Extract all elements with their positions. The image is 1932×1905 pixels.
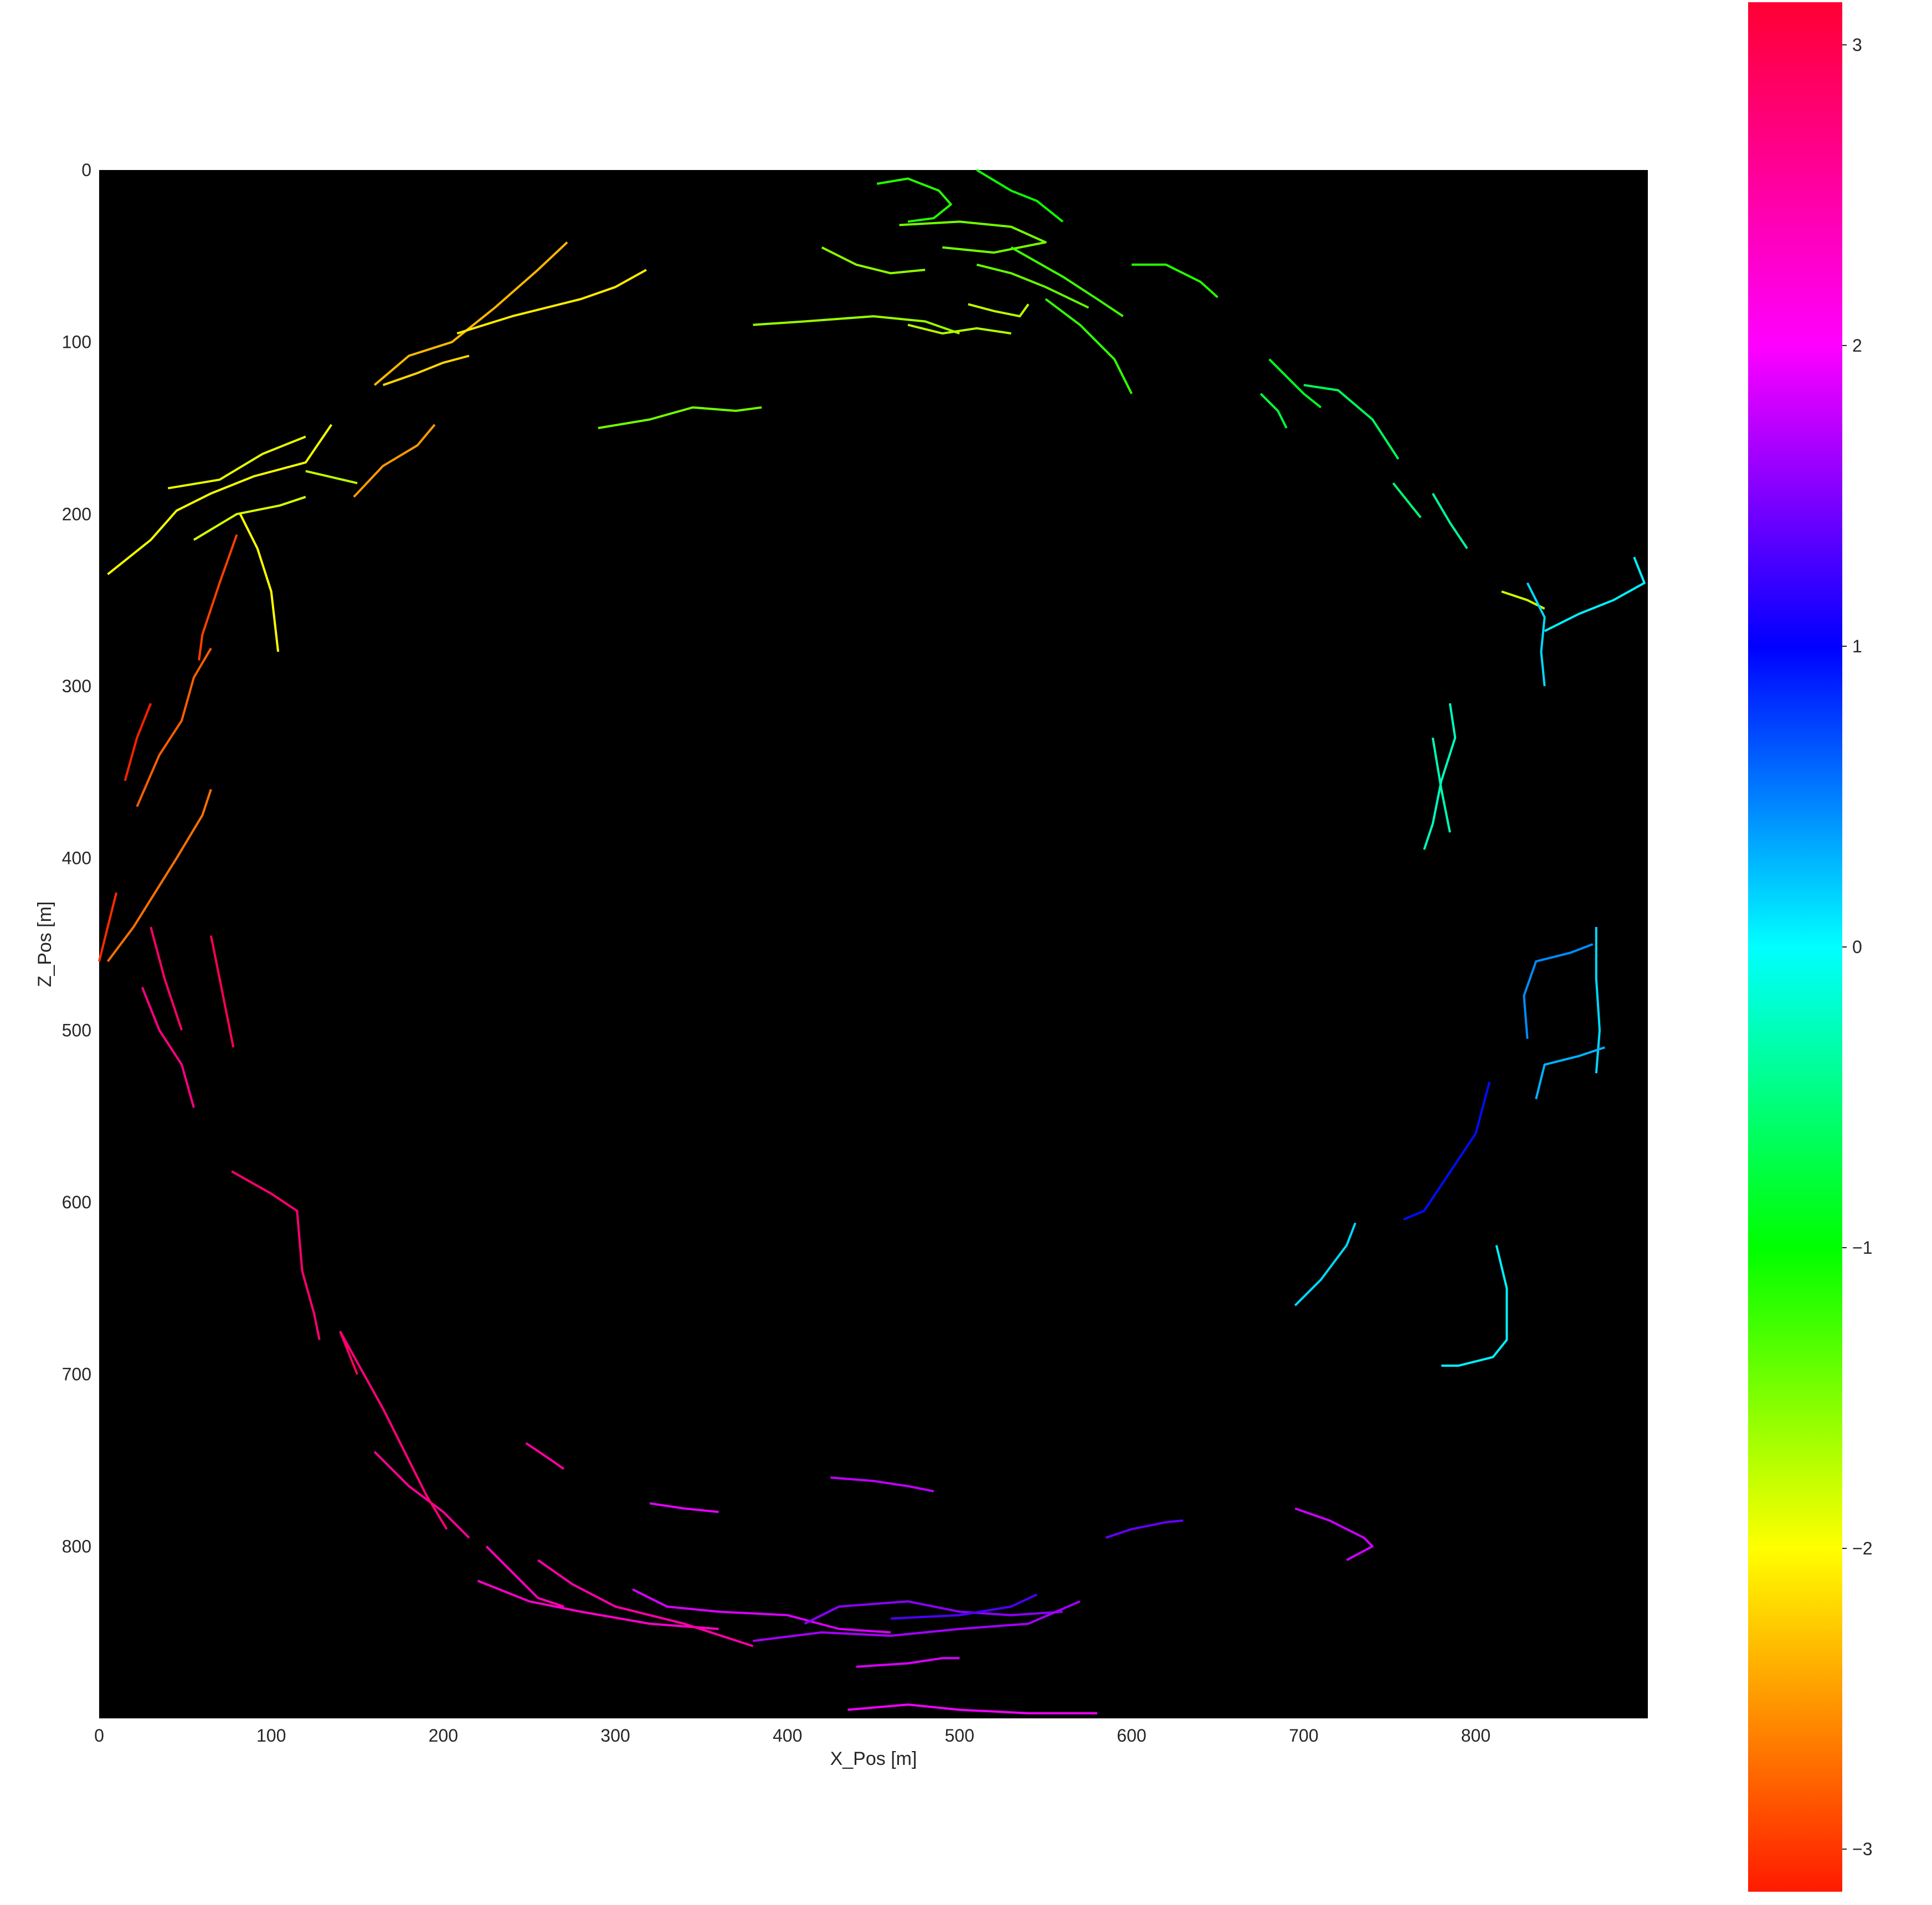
trajectory-track-48: [1303, 384, 1400, 460]
trajectory-track-32: [339, 1331, 448, 1530]
trajectory-track-27: [141, 986, 195, 1108]
trajectory-track-10: [1045, 298, 1133, 394]
trajectory-track-53: [1526, 582, 1546, 687]
x-tick-label: 800: [1461, 1726, 1491, 1746]
colorbar-tick-label: −3: [1852, 1839, 1872, 1859]
trajectory-track-41: [649, 1502, 719, 1513]
trajectory-track-57: [1523, 943, 1594, 1039]
x-tick-label: 300: [600, 1726, 630, 1746]
trajectory-track-25: [98, 892, 118, 962]
trajectory-track-24: [106, 789, 212, 962]
trajectory-track-43: [856, 1657, 960, 1668]
trajectory-track-20: [239, 513, 280, 652]
trajectory-track-33: [525, 1442, 564, 1470]
colorbar-ticks: 3 2 1 0 −1 −2 −3: [1842, 35, 1872, 1859]
trajectory-track-39: [753, 1600, 1081, 1643]
trajectory-track-13: [456, 269, 647, 335]
colorbar-tick-label: 3: [1852, 35, 1862, 55]
trajectory-track-2: [899, 220, 1047, 254]
colorbar: [1748, 2, 1842, 1892]
trajectory-track-60: [1403, 1081, 1491, 1221]
x-tick-label: 0: [94, 1726, 104, 1746]
trajectory-track-11: [598, 406, 762, 429]
trajectory-track-18: [305, 470, 358, 485]
trajectory-track-16: [167, 435, 306, 490]
trajectory-track-36: [537, 1559, 754, 1647]
trajectory-track-61: [1294, 1222, 1356, 1306]
trajectory-track-3: [1010, 246, 1124, 317]
trajectory-track-23: [124, 703, 152, 781]
trajectory-track-55: [1423, 703, 1457, 850]
x-tick-label: 600: [1117, 1726, 1146, 1746]
y-tick-label: 0: [81, 160, 91, 180]
trajectory-track-0: [876, 177, 952, 223]
y-tick-label: 700: [62, 1365, 91, 1384]
trajectory-track-22: [136, 647, 212, 807]
colorbar-tick-label: 2: [1852, 336, 1862, 356]
y-tick-label: 300: [62, 676, 91, 696]
trajectory-track-8: [907, 323, 1011, 335]
colorbar-tick-label: −1: [1852, 1238, 1872, 1258]
trajectory-track-59: [1535, 1046, 1605, 1100]
trajectory-track-31: [373, 1451, 470, 1539]
trajectory-tracks: [98, 169, 1646, 1714]
trajectory-track-9: [968, 303, 1030, 318]
y-axis-label: Z_Pos [m]: [34, 902, 55, 987]
colorbar-tick-label: −2: [1852, 1538, 1872, 1558]
trajectory-track-50: [1392, 482, 1422, 518]
trajectory-track-45: [1105, 1519, 1184, 1539]
trajectory-track-47: [1268, 358, 1322, 409]
trajectory-track-12: [373, 241, 568, 386]
trajectory-track-37: [632, 1588, 891, 1634]
trajectory-track-34: [477, 1579, 719, 1630]
x-axis-label: X_Pos [m]: [830, 1748, 917, 1769]
colorbar-tick-label: 0: [1852, 937, 1862, 957]
y-tick-label: 600: [62, 1192, 91, 1212]
trajectory-track-21: [198, 534, 238, 661]
trajectory-track-51: [1431, 493, 1468, 549]
trajectory-track-14: [382, 354, 470, 387]
trajectory-track-6: [976, 263, 1090, 309]
trajectory-track-56: [1431, 737, 1451, 833]
x-tick-label: 500: [945, 1726, 974, 1746]
x-tick-label: 700: [1289, 1726, 1318, 1746]
trajectory-track-7: [753, 315, 960, 334]
x-tick-label: 200: [429, 1726, 458, 1746]
trajectory-track-42: [830, 1476, 934, 1492]
trajectory-track-1: [976, 169, 1063, 223]
trajectory-track-40: [891, 1593, 1037, 1620]
trajectory-track-29: [231, 1170, 321, 1340]
trajectory-track-26: [209, 935, 235, 1048]
trajectory-track-15: [107, 424, 333, 575]
trajectory-track-44: [847, 1703, 1097, 1714]
y-tick-label: 800: [62, 1536, 91, 1556]
trajectory-track-54: [1544, 557, 1646, 632]
colorbar-tick-label: 1: [1852, 636, 1862, 656]
trajectory-track-17: [193, 496, 306, 541]
trajectory-track-58: [1595, 926, 1601, 1074]
y-tick-label: 500: [62, 1020, 91, 1040]
x-tick-label: 400: [773, 1726, 802, 1746]
trajectory-track-5: [1132, 263, 1219, 298]
y-tick-label: 400: [62, 848, 91, 868]
plot-area: [99, 170, 1648, 1718]
x-axis-ticks: 0 100 200 300 400 500 600 700 800: [94, 1726, 1491, 1746]
x-tick-label: 100: [256, 1726, 286, 1746]
trajectory-track-62: [1441, 1245, 1508, 1367]
trajectory-track-38: [804, 1600, 1063, 1625]
trajectory-track-35: [485, 1545, 564, 1608]
trajectory-track-28: [150, 926, 183, 1031]
y-tick-label: 200: [62, 504, 91, 524]
y-tick-label: 100: [62, 332, 91, 352]
trajectory-track-19: [353, 424, 436, 498]
trajectory-track-4: [821, 246, 926, 275]
trajectory-track-46: [1294, 1507, 1374, 1561]
y-axis-ticks: 0 100 200 300 400 500 600 700 800: [62, 160, 91, 1556]
trajectory-track-49: [1260, 393, 1288, 429]
